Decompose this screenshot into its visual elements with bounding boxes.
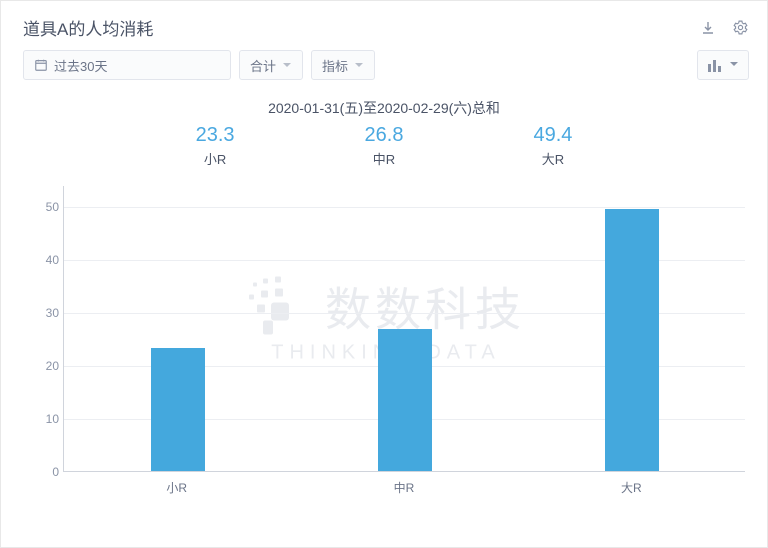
summary-value: 26.8 bbox=[365, 124, 404, 147]
summary-label: 小R bbox=[196, 149, 235, 168]
bar[interactable] bbox=[151, 348, 205, 471]
chart-subtitle: 2020-01-31(五)至2020-02-29(六)总和 bbox=[1, 98, 767, 118]
calendar-icon bbox=[34, 58, 48, 72]
gear-icon[interactable] bbox=[731, 19, 749, 37]
x-tick-label: 中R bbox=[290, 479, 517, 496]
summary-label: 大R bbox=[533, 149, 572, 168]
summary-item: 23.3 小R bbox=[196, 124, 235, 168]
summary-value: 23.3 bbox=[196, 124, 235, 147]
panel-title: 道具A的人均消耗 bbox=[23, 15, 153, 40]
bar-slot bbox=[64, 186, 291, 471]
bar-chart-icon bbox=[707, 58, 723, 72]
y-tick-label: 20 bbox=[23, 359, 59, 373]
y-tick-label: 50 bbox=[23, 200, 59, 214]
chevron-down-icon bbox=[282, 60, 292, 70]
chevron-down-icon bbox=[354, 60, 364, 70]
y-tick-label: 30 bbox=[23, 306, 59, 320]
bar[interactable] bbox=[378, 329, 432, 471]
y-tick-label: 10 bbox=[23, 412, 59, 426]
metric-label: 指标 bbox=[322, 56, 348, 75]
summary-value: 49.4 bbox=[533, 124, 572, 147]
y-tick-label: 0 bbox=[23, 465, 59, 479]
summary-item: 49.4 大R bbox=[533, 124, 572, 168]
summary-item: 26.8 中R bbox=[365, 124, 404, 168]
aggregation-label: 合计 bbox=[250, 56, 276, 75]
bar[interactable] bbox=[605, 209, 659, 471]
aggregation-selector[interactable]: 合计 bbox=[239, 50, 303, 80]
chart-type-selector[interactable] bbox=[697, 50, 749, 80]
x-tick-label: 小R bbox=[63, 479, 290, 496]
date-range-label: 过去30天 bbox=[54, 56, 107, 75]
summary-row: 23.3 小R 26.8 中R 49.4 大R bbox=[1, 124, 767, 168]
date-range-selector[interactable]: 过去30天 bbox=[23, 50, 231, 80]
metric-selector[interactable]: 指标 bbox=[311, 50, 375, 80]
bar-slot bbox=[291, 186, 518, 471]
summary-label: 中R bbox=[365, 149, 404, 168]
bar-slot bbox=[518, 186, 745, 471]
download-icon[interactable] bbox=[699, 19, 717, 37]
chart-area: 数数科技 THINKING DATA 01020304050 小R中R大R bbox=[23, 186, 749, 502]
chevron-down-icon bbox=[729, 56, 739, 74]
x-tick-label: 大R bbox=[518, 479, 745, 496]
plot-area bbox=[63, 186, 745, 472]
y-tick-label: 40 bbox=[23, 253, 59, 267]
